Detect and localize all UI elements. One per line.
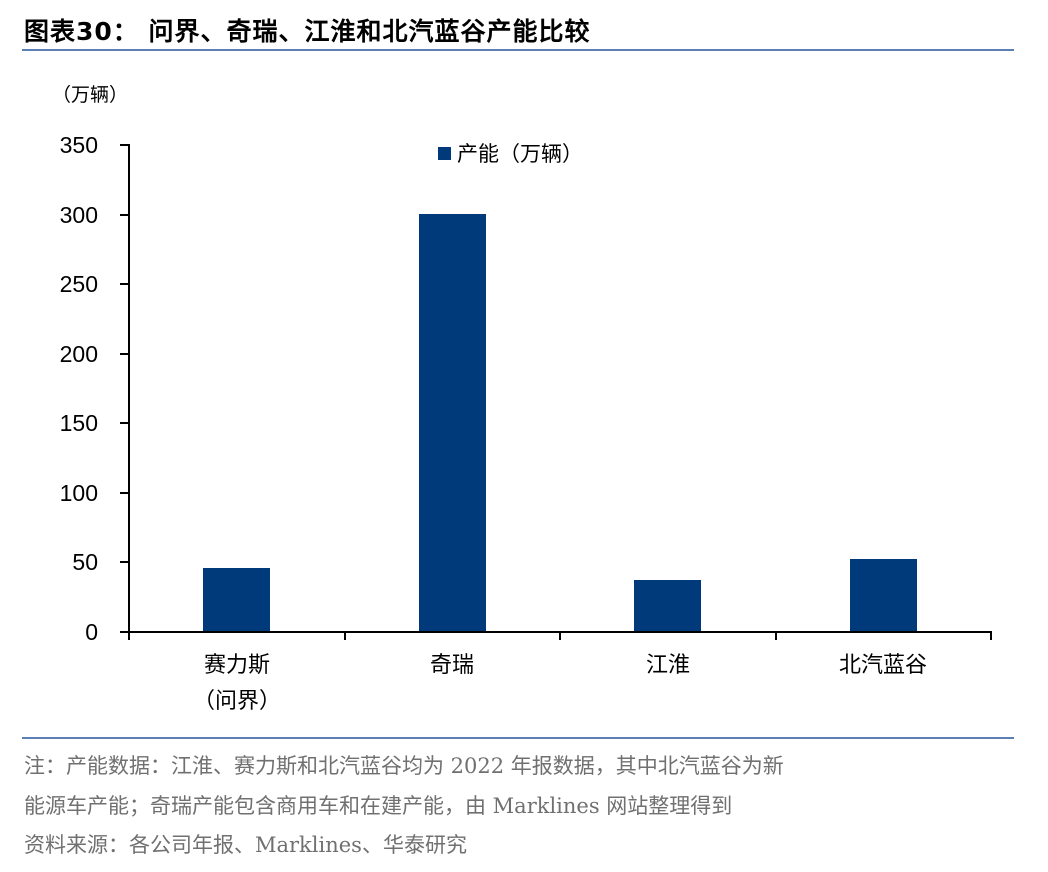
x-category-label: 赛力斯 （问界） [192, 653, 281, 714]
y-tick-label: 100 [59, 480, 98, 506]
legend: 产能（万辆） [438, 138, 583, 168]
y-tick-mark [120, 283, 129, 285]
x-category-label: 北汽蓝谷 [838, 653, 927, 678]
bar-3 [634, 580, 701, 631]
x-tick-mark [775, 631, 777, 640]
legend-label: 产能（万辆） [457, 142, 583, 166]
source-note: 资料来源：各公司年报、Marklines、华泰研究 [24, 833, 467, 857]
y-tick-mark [120, 214, 129, 216]
y-tick-label: 200 [59, 341, 98, 367]
x-tick-mark [344, 631, 346, 640]
title-divider [22, 49, 1014, 51]
y-tick-mark [120, 144, 129, 146]
note-line-2: 能源车产能；奇瑞产能包含商用车和在建产能，由 Marklines 网站整理得到 [24, 794, 733, 818]
note-line-1: 注：产能数据：江淮、赛力斯和北汽蓝谷均为 2022 年报数据，其中北汽蓝谷为新 [24, 754, 784, 778]
y-tick-label: 300 [59, 202, 98, 228]
y-axis-unit-label: （万辆） [52, 84, 129, 106]
footer-divider [22, 737, 1014, 739]
y-tick-mark [120, 492, 129, 494]
bar-2 [419, 214, 486, 631]
y-tick-label: 0 [85, 619, 98, 645]
x-tick-mark [128, 631, 130, 640]
chart-title: 图表30： 问界、奇瑞、江淮和北汽蓝谷产能比较 [24, 17, 591, 46]
x-tick-mark [559, 631, 561, 640]
x-tick-mark [990, 631, 992, 640]
x-category-label: 江淮 [645, 653, 690, 678]
y-tick-label: 350 [59, 132, 98, 158]
bar-4 [850, 559, 917, 631]
legend-swatch-icon [438, 146, 451, 160]
y-tick-mark [120, 353, 129, 355]
y-tick-label: 150 [59, 410, 98, 436]
y-tick-mark [120, 422, 129, 424]
y-axis-line [128, 144, 130, 633]
y-tick-mark [120, 561, 129, 563]
y-tick-mark [120, 631, 129, 633]
y-tick-label: 250 [59, 271, 98, 297]
y-tick-label: 50 [72, 549, 98, 575]
bar-1 [203, 568, 270, 631]
x-category-label: 奇瑞 [429, 653, 474, 678]
